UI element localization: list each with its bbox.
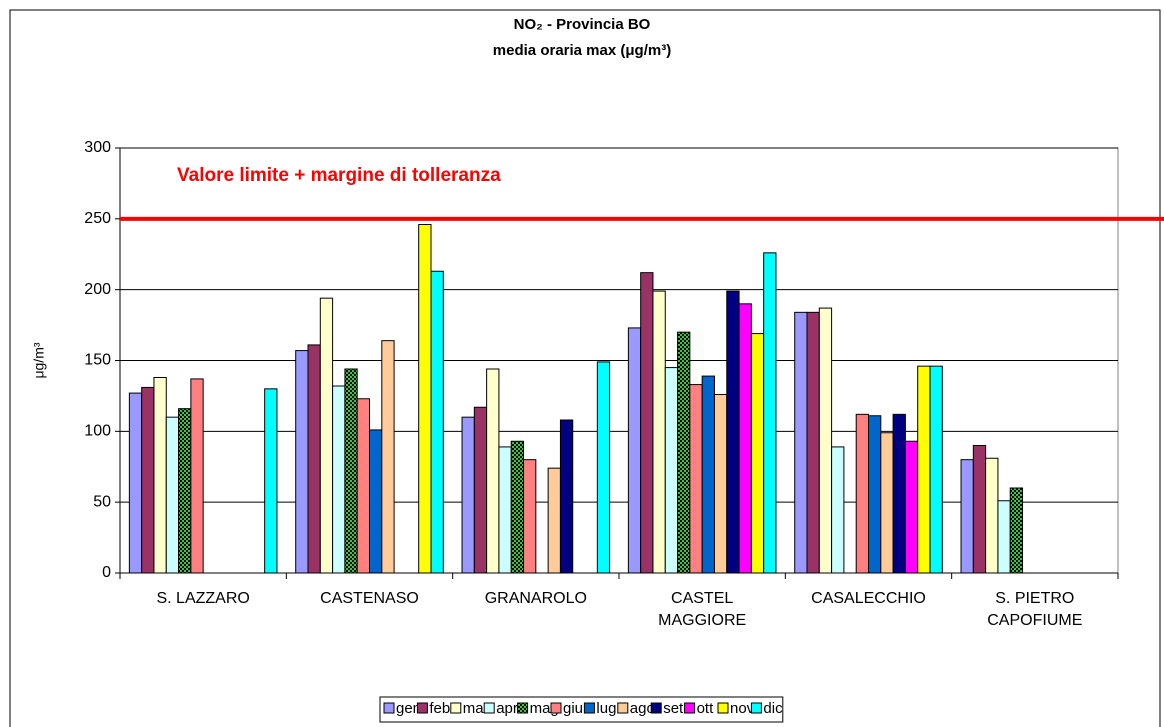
legend-label: giu [563, 700, 583, 717]
legend-marker [383, 702, 395, 714]
legend-marker [750, 702, 762, 714]
bar [972, 445, 987, 574]
legend-label: feb [429, 700, 450, 717]
bar [190, 378, 204, 574]
legend-marker [717, 702, 729, 714]
bar [677, 331, 691, 574]
legend-marker [416, 702, 428, 714]
legend-label: gen [396, 700, 421, 717]
chart-subtitle: media oraria max (μg/m³) [492, 42, 672, 59]
y-tick-label: 200 [84, 281, 111, 298]
bar [473, 406, 488, 574]
bar [904, 440, 919, 574]
reference-label: Valore limite + margine di tolleranza [177, 165, 501, 186]
bar [264, 388, 278, 574]
legend-marker [450, 702, 462, 714]
bar [960, 459, 974, 574]
legend-label: ott [697, 700, 715, 717]
bar [689, 384, 703, 574]
bar [547, 467, 561, 574]
bar [1009, 487, 1024, 574]
bar [332, 385, 346, 574]
legend-label: nov [730, 700, 755, 717]
x-tick-label: GRANAROLO [484, 590, 587, 607]
bar [461, 416, 475, 574]
bar [165, 416, 180, 574]
bar [892, 413, 906, 574]
y-axis-title: μg/m³ [31, 342, 47, 378]
bar [794, 311, 808, 574]
bar [997, 500, 1011, 574]
bar [356, 398, 371, 574]
bar [664, 367, 679, 574]
bar [652, 290, 666, 574]
bar [319, 297, 334, 574]
bar [344, 368, 358, 574]
y-tick-label: 0 [102, 564, 111, 581]
x-tick-label: CASTENASO [320, 590, 419, 607]
x-tick-label: S. LAZZARO [156, 590, 250, 607]
x-tick-label: CASTEL MAGGIORE [658, 590, 747, 629]
y-tick-label: 150 [84, 352, 111, 369]
bar [738, 303, 752, 574]
bar [726, 290, 740, 574]
bar [831, 446, 845, 574]
bar [627, 327, 642, 574]
bar [806, 311, 820, 574]
legend-box [379, 696, 784, 723]
bar [596, 361, 611, 574]
legend-marker [650, 702, 662, 714]
bar [559, 419, 574, 574]
bar [855, 413, 870, 574]
bar [917, 365, 931, 574]
chart-frame [9, 9, 1161, 727]
legend-label: set [663, 700, 684, 717]
bar [750, 333, 765, 574]
bar [295, 350, 309, 574]
legend-label: ago [630, 700, 655, 717]
y-tick-label: 100 [84, 423, 111, 440]
bar [868, 415, 882, 574]
bar [486, 368, 500, 574]
legend-label: mar [463, 700, 489, 717]
bar [153, 377, 167, 574]
bar [880, 432, 894, 574]
legend-marker [483, 702, 495, 714]
x-tick-label: S. PIETRO CAPOFIUME [987, 590, 1083, 629]
y-tick-label: 300 [84, 139, 111, 156]
legend-marker [684, 702, 696, 714]
bar [430, 270, 444, 574]
legend-marker [617, 702, 629, 714]
legend-marker [517, 702, 529, 714]
legend-label: apr [496, 700, 518, 717]
bar [640, 272, 654, 574]
legend-label: dic [763, 700, 783, 717]
bar [818, 307, 833, 574]
bar [523, 459, 537, 574]
y-tick-label: 50 [93, 493, 111, 510]
bar [141, 386, 155, 574]
bar [128, 392, 143, 574]
legend-marker [583, 702, 595, 714]
y-tick-label: 250 [84, 210, 111, 227]
bar [381, 340, 395, 574]
bar [418, 224, 432, 574]
bar [929, 365, 943, 574]
bar [498, 446, 512, 574]
bar [985, 457, 999, 574]
bar [701, 375, 715, 574]
chart-title: NO₂ - Provincia BO [513, 16, 651, 33]
bar [713, 394, 728, 574]
legend-label: lug [596, 700, 616, 717]
bar [763, 252, 777, 574]
bar [307, 344, 321, 574]
bar [510, 440, 525, 574]
bar [178, 408, 192, 574]
legend-marker [550, 702, 562, 714]
x-tick-label: CASALECCHIO [811, 590, 926, 607]
bar [369, 429, 383, 574]
